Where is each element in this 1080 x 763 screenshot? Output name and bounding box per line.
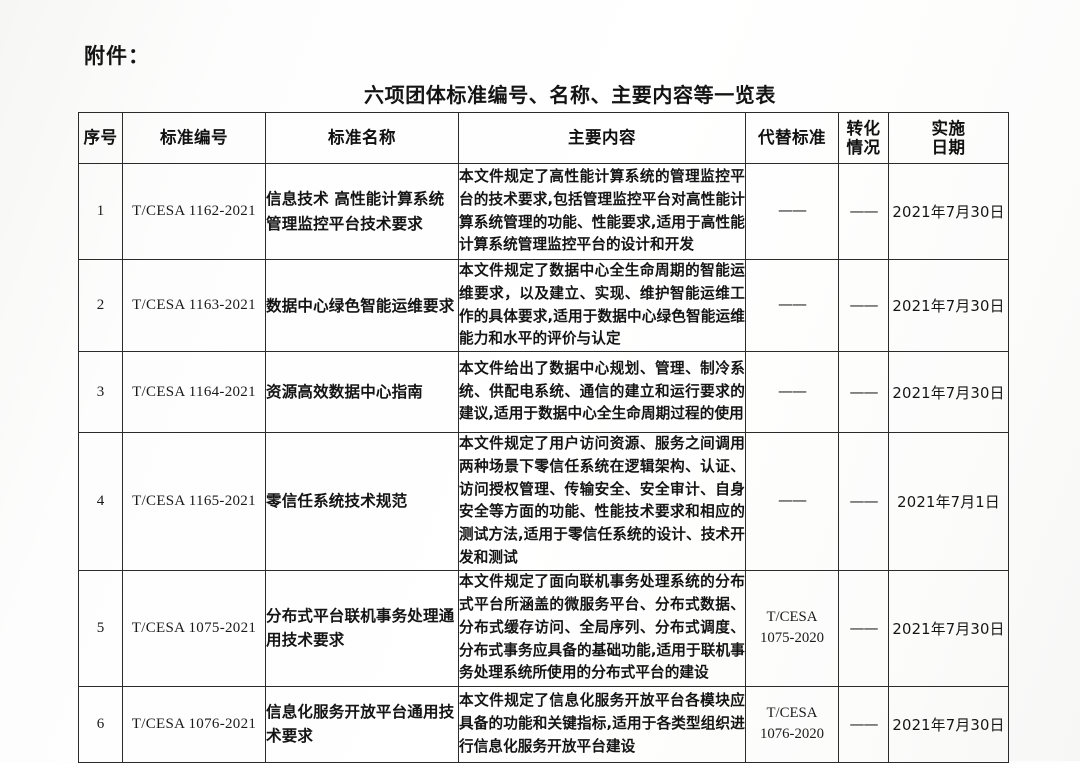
cell-date: 2021年7月30日 [888, 685, 1009, 763]
cell-replaced-line1: T/CESA [766, 704, 818, 721]
cell-seq: 3 [78, 351, 123, 434]
cell-code: T/CESA 1163-2021 [122, 258, 266, 353]
cell-main-content: 本文件规定了用户访问资源、服务之间调用两种场景下零信任系统在逻辑架构、认证、访问… [458, 432, 746, 571]
column-header-date-line1: 实施 [931, 118, 966, 138]
cell-replaced-standard: T/CESA 1075-2020 [745, 569, 839, 687]
cell-date: 2021年7月30日 [888, 163, 1009, 260]
cell-replaced-standard: —— [745, 351, 839, 434]
cell-seq: 1 [78, 163, 123, 260]
column-header-name: 标准名称 [265, 112, 459, 164]
cell-code: T/CESA 1075-2021 [122, 569, 266, 687]
cell-main-content: 本文件规定了高性能计算系统的管理监控平台的技术要求,包括管理监控平台对高性能计算… [458, 163, 746, 260]
cell-main-content: 本文件规定了信息化服务开放平台各模块应具备的功能和关键指标,适用于各类型组织进行… [458, 685, 746, 763]
cell-date: 2021年7月30日 [888, 351, 1009, 434]
column-header-replaced-standard: 代替标准 [745, 112, 839, 164]
cell-date: 2021年7月1日 [888, 432, 1009, 571]
cell-code: T/CESA 1076-2021 [122, 685, 266, 763]
cell-date: 2021年7月30日 [888, 569, 1009, 687]
table-row: 6 T/CESA 1076-2021 信息化服务开放平台通用技术要求 本文件规定… [78, 685, 1009, 763]
table-body: 1 T/CESA 1162-2021 信息技术 高性能计算系统管理监控平台技术要… [78, 163, 1009, 763]
cell-code: T/CESA 1162-2021 [122, 163, 266, 260]
cell-conversion: —— [838, 351, 889, 434]
cell-name: 零信任系统技术规范 [265, 432, 459, 571]
cell-seq: 6 [78, 685, 123, 763]
standards-table: 序号 标准编号 标准名称 主要内容 代替标准 转化 情况 实施 日期 [78, 112, 1009, 763]
standards-table-container: 序号 标准编号 标准名称 主要内容 代替标准 转化 情况 实施 日期 [78, 112, 1009, 763]
cell-date: 2021年7月30日 [888, 258, 1009, 353]
column-header-main-content: 主要内容 [458, 112, 746, 164]
cell-replaced-line1: —— [778, 201, 807, 220]
column-header-code: 标准编号 [122, 112, 266, 164]
column-header-date: 实施 日期 [888, 112, 1009, 164]
cell-replaced-standard: —— [745, 432, 839, 571]
cell-code: T/CESA 1165-2021 [122, 432, 266, 571]
cell-replaced-line1: —— [778, 491, 807, 510]
cell-conversion: —— [838, 569, 889, 687]
table-row: 5 T/CESA 1075-2021 分布式平台联机事务处理通用技术要求 本文件… [78, 569, 1009, 687]
column-header-seq: 序号 [78, 112, 123, 164]
cell-replaced-standard: —— [745, 258, 839, 353]
cell-conversion-value: —— [849, 491, 879, 510]
attachment-label: 附件： [84, 44, 150, 68]
cell-code: T/CESA 1164-2021 [122, 351, 266, 434]
cell-conversion: —— [838, 432, 889, 571]
cell-seq: 5 [78, 569, 123, 687]
cell-name: 资源高效数据中心指南 [265, 351, 459, 434]
cell-replaced-line1: —— [778, 295, 807, 314]
cell-seq: 4 [78, 432, 123, 571]
cell-replaced-line1: T/CESA [766, 608, 818, 625]
column-header-date-line2: 日期 [931, 138, 966, 157]
table-row: 3 T/CESA 1164-2021 资源高效数据中心指南 本文件给出了数据中心… [78, 351, 1009, 434]
cell-conversion-value: —— [849, 296, 879, 315]
table-row: 2 T/CESA 1163-2021 数据中心绿色智能运维要求 本文件规定了数据… [78, 258, 1009, 353]
cell-conversion-value: —— [849, 202, 879, 220]
cell-conversion: —— [838, 163, 889, 260]
cell-main-content: 本文件规定了面向联机事务处理系统的分布式平台所涵盖的微服务平台、分布式数据、分布… [458, 569, 746, 687]
cell-main-content: 本文件给出了数据中心规划、管理、制冷系统、供配电系统、通信的建立和运行要求的建议… [458, 351, 746, 434]
cell-conversion-value: —— [849, 618, 879, 637]
table-header-row: 序号 标准编号 标准名称 主要内容 代替标准 转化 情况 实施 日期 [78, 112, 1009, 164]
cell-conversion: —— [838, 685, 889, 763]
cell-replaced-line2: 1076-2020 [759, 726, 825, 743]
cell-name: 信息化服务开放平台通用技术要求 [265, 685, 459, 763]
table-row: 1 T/CESA 1162-2021 信息技术 高性能计算系统管理监控平台技术要… [78, 163, 1009, 260]
cell-name: 信息技术 高性能计算系统管理监控平台技术要求 [265, 163, 459, 260]
cell-seq: 2 [78, 258, 123, 353]
cell-conversion-value: —— [849, 714, 879, 733]
cell-name: 数据中心绿色智能运维要求 [265, 258, 459, 353]
table-header: 序号 标准编号 标准名称 主要内容 代替标准 转化 情况 实施 日期 [78, 112, 1009, 164]
cell-replaced-standard: —— [745, 163, 839, 260]
cell-conversion-value: —— [849, 382, 879, 401]
cell-replaced-line2: 1075-2020 [759, 630, 825, 647]
cell-replaced-line1: —— [778, 381, 807, 400]
cell-name: 分布式平台联机事务处理通用技术要求 [265, 569, 459, 687]
column-header-conversion: 转化 情况 [838, 112, 889, 164]
table-row: 4 T/CESA 1165-2021 零信任系统技术规范 本文件规定了用户访问资… [78, 432, 1009, 571]
page-title: 六项团体标准编号、名称、主要内容等一览表 [364, 83, 776, 107]
column-header-conversion-line2: 情况 [846, 138, 881, 157]
cell-conversion: —— [838, 258, 889, 353]
cell-replaced-standard: T/CESA 1076-2020 [745, 685, 839, 763]
cell-main-content: 本文件规定了数据中心全生命周期的智能运维要求，以及建立、实现、维护智能运维工作的… [458, 258, 746, 353]
column-header-conversion-line1: 转化 [846, 118, 881, 138]
